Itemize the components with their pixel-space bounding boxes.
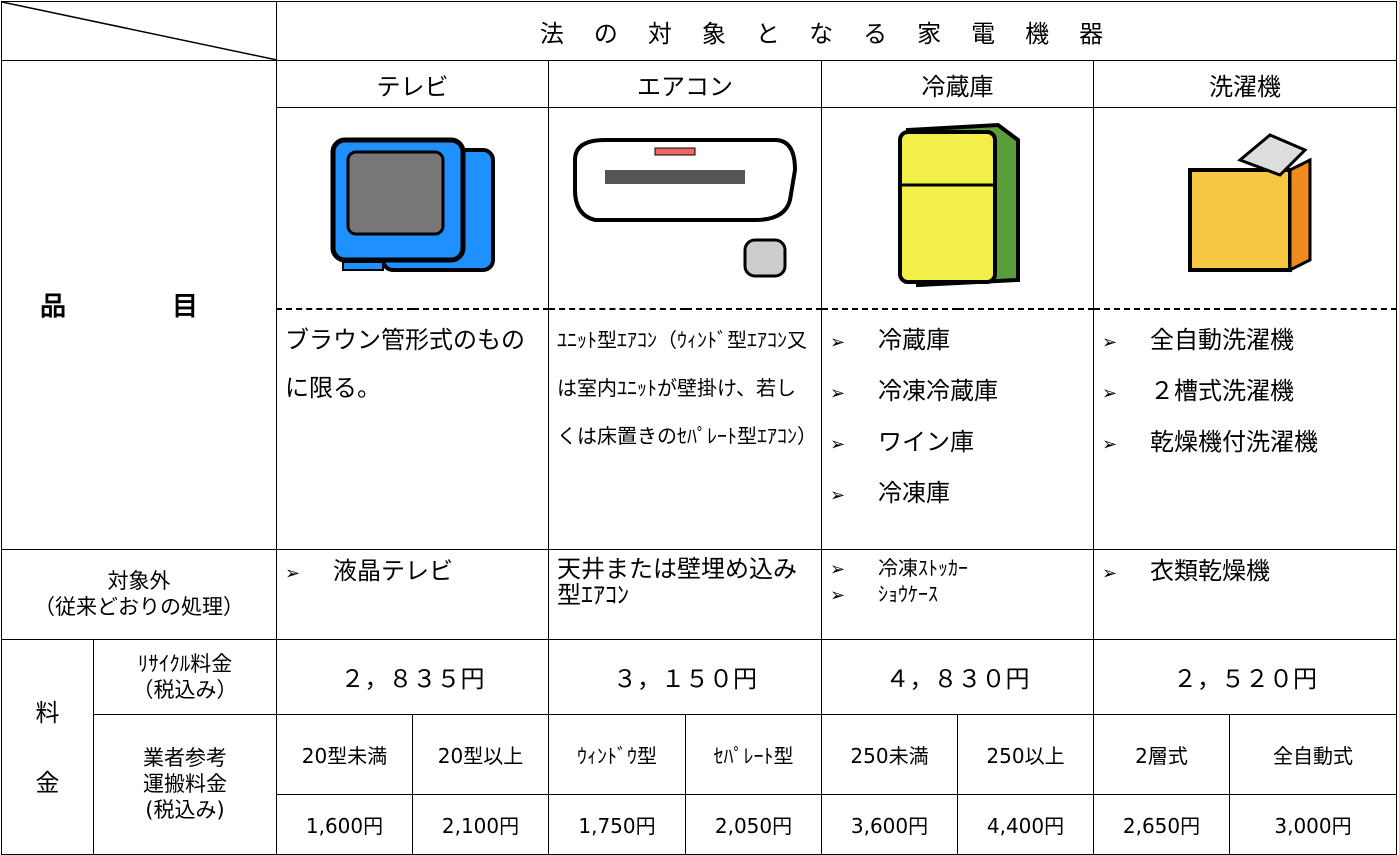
list-item: 冷蔵庫 xyxy=(830,316,1085,367)
size: ｾﾊﾟﾚｰﾄ型 xyxy=(685,713,822,795)
label-line: 料 xyxy=(35,698,60,727)
corner-cell xyxy=(1,1,277,61)
transport-label: 業者参考 運搬料金 (税込み) xyxy=(93,713,277,855)
fee-label: 料金 xyxy=(1,638,94,855)
recycle-fee: ２，５２０円 xyxy=(1092,638,1398,715)
item-label: 品 目 xyxy=(1,60,277,550)
description-list: 全自動洗濯機２槽式洗濯機乾燥機付洗濯機 xyxy=(1092,308,1398,550)
excluded: 冷凍ｽﾄｯｶｰｼｮｳｹｰｽ xyxy=(821,548,1094,640)
column-name: テレビ xyxy=(276,60,549,108)
list-item: 全自動洗濯機 xyxy=(1102,316,1388,367)
list-item: 冷凍冷蔵庫 xyxy=(830,367,1085,418)
title: 法の対象となる家電機器 xyxy=(275,1,1398,61)
label-line: (税込み) xyxy=(145,798,225,822)
size: ｳｨﾝﾄﾞｳ型 xyxy=(548,713,686,795)
transport-fee: 2,650円 xyxy=(1093,793,1230,855)
diagonal xyxy=(2,2,276,60)
image-cell xyxy=(276,107,549,310)
list-item: 冷凍庫 xyxy=(830,469,1085,520)
transport-fee: 1,750円 xyxy=(548,793,686,855)
recycle-fee: ３，１５０円 xyxy=(548,638,822,715)
washer-icon xyxy=(1188,133,1312,273)
list-item: 衣類乾燥機 xyxy=(1102,556,1388,589)
tv-icon xyxy=(330,137,495,272)
size: 250未満 xyxy=(821,713,958,795)
recycle-fee: ４，８３０円 xyxy=(821,638,1094,715)
recycle-label: ﾘｻｲｸﾙ料金 （税込み） xyxy=(93,638,277,715)
image-cell xyxy=(548,107,822,310)
list-item: ｼｮｳｹｰｽ xyxy=(830,582,1085,608)
transport-fee: 3,000円 xyxy=(1228,793,1398,855)
column-name: エアコン xyxy=(548,60,822,108)
list-item: 冷凍ｽﾄｯｶｰ xyxy=(830,556,1085,582)
recycle-fee: ２，８３５円 xyxy=(276,638,549,715)
label-line: 運搬料金 xyxy=(143,772,227,796)
transport-fee: 2,100円 xyxy=(412,793,549,855)
label-line: （税込み） xyxy=(132,677,238,702)
fridge-icon xyxy=(897,122,1020,288)
label-line: 業者参考 xyxy=(143,746,227,770)
size: 全自動式 xyxy=(1228,713,1398,795)
list-item: 乾燥機付洗濯機 xyxy=(1102,418,1388,469)
list-item: ２槽式洗濯機 xyxy=(1102,367,1388,418)
list-item: ワイン庫 xyxy=(830,418,1085,469)
excluded-label: 対象外 （従来どおりの処理） xyxy=(1,548,277,640)
label-line: ﾘｻｲｸﾙ料金 xyxy=(137,651,233,676)
list-item: 液晶テレビ xyxy=(285,556,540,589)
label-line: 対象外 xyxy=(107,569,171,593)
description: ﾕﾆｯﾄ型ｴｱｺﾝ（ｳｨﾝﾄﾞ型ｴｱｺﾝ又は室内ﾕﾆｯﾄが壁掛け、若しくは床置き… xyxy=(548,308,822,550)
image-cell xyxy=(821,107,1094,310)
column-name: 洗濯機 xyxy=(1092,60,1398,108)
excluded: 液晶テレビ xyxy=(276,548,549,640)
transport-fee: 4,400円 xyxy=(957,793,1094,855)
size: 20型以上 xyxy=(412,713,549,795)
label-line: 金 xyxy=(35,768,60,797)
transport-fee: 1,600円 xyxy=(276,793,413,855)
excluded: 天井または壁埋め込み型ｴｱｺﾝ xyxy=(548,548,822,640)
ac-icon xyxy=(573,138,798,278)
transport-fee: 2,050円 xyxy=(685,793,822,855)
description-list: 冷蔵庫冷凍冷蔵庫ワイン庫冷凍庫 xyxy=(821,308,1094,550)
excluded: 衣類乾燥機 xyxy=(1092,548,1398,640)
size: 20型未満 xyxy=(276,713,413,795)
size: 2層式 xyxy=(1093,713,1230,795)
column-name: 冷蔵庫 xyxy=(821,60,1094,108)
image-cell xyxy=(1092,107,1398,310)
description: ブラウン管形式のものに限る。 xyxy=(276,308,549,550)
size: 250以上 xyxy=(957,713,1094,795)
label-line: （従来どおりの処理） xyxy=(34,595,244,619)
transport-fee: 3,600円 xyxy=(821,793,958,855)
